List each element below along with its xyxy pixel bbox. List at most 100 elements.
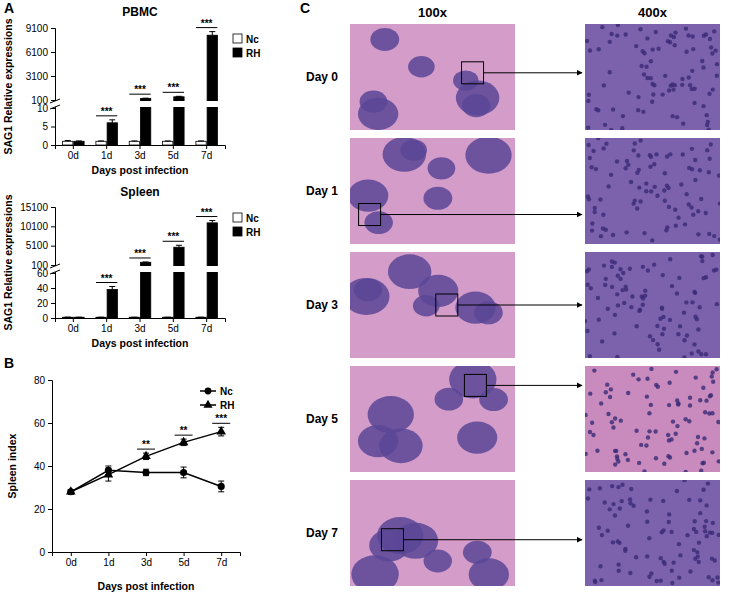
cell-nucleus [682, 355, 686, 358]
cell-nucleus [709, 142, 713, 146]
cell-nucleus [587, 197, 591, 201]
tick-mark [51, 145, 55, 146]
cell-nucleus [692, 101, 696, 105]
cell-nucleus [717, 459, 720, 463]
tick-mark [73, 145, 74, 149]
x-tick: 0d [68, 145, 79, 161]
cell-nucleus [699, 254, 703, 258]
cell-nucleus [606, 307, 610, 311]
cell-nucleus [696, 435, 700, 439]
cell-nucleus [616, 485, 620, 489]
figure: ABC05101003100610091000d1d3d5d7d********… [0, 0, 739, 602]
tissue-follicle [383, 138, 426, 172]
cell-nucleus [639, 64, 643, 68]
cell-nucleus [667, 88, 671, 92]
cell-nucleus [647, 411, 651, 415]
tick-mark [51, 207, 55, 208]
cell-nucleus [687, 166, 691, 170]
annotation: *** [134, 84, 146, 95]
legend-swatch [233, 48, 242, 57]
cell-nucleus [716, 580, 720, 584]
cell-nucleus [710, 578, 714, 582]
marker [142, 469, 149, 476]
cell-nucleus [693, 158, 697, 162]
cell-nucleus [704, 211, 708, 215]
cell-nucleus [646, 435, 650, 439]
cell-nucleus [626, 391, 630, 395]
tick-label: 10100 [20, 221, 48, 232]
error-bar [109, 287, 115, 290]
cell-nucleus [652, 185, 656, 189]
cell-nucleus [666, 39, 670, 43]
cell-nucleus [588, 354, 592, 358]
cell-nucleus [629, 180, 633, 184]
cell-nucleus [707, 92, 711, 96]
error-bar [98, 317, 104, 318]
cell-nucleus [688, 83, 692, 87]
cell-nucleus [662, 562, 666, 566]
legend-entry: RH [233, 227, 260, 238]
cell-nucleus [675, 115, 679, 119]
y-tick: 40 [34, 461, 52, 472]
cell-nucleus [600, 339, 604, 343]
cell-nucleus [684, 26, 688, 30]
histology-image [585, 138, 720, 244]
axis-break [52, 101, 225, 107]
cell-nucleus [678, 324, 682, 328]
tick-mark [51, 28, 55, 29]
tick-label: 3100 [26, 71, 49, 82]
cell-nucleus [627, 90, 631, 94]
cell-nucleus [704, 519, 708, 523]
cell-nucleus [607, 507, 611, 511]
cell-nucleus [646, 268, 650, 272]
annotation: ** [180, 425, 188, 436]
cell-nucleus [623, 32, 627, 36]
cell-nucleus [673, 208, 677, 212]
cell-nucleus [615, 292, 619, 296]
cell-nucleus [615, 457, 619, 461]
cell-nucleus [652, 83, 656, 87]
tick-label: 3d [141, 557, 152, 568]
cell-nucleus [660, 92, 664, 96]
cell-nucleus [642, 51, 646, 55]
cell-nucleus [641, 110, 645, 114]
cell-nucleus [700, 259, 704, 263]
cell-nucleus [708, 37, 712, 41]
axis-break-mark [50, 99, 60, 109]
cell-nucleus [712, 29, 716, 33]
image-background [585, 480, 720, 586]
cell-nucleus [639, 443, 643, 447]
cell-nucleus [661, 499, 665, 503]
legend-marker [203, 400, 212, 408]
histology-image [585, 480, 720, 586]
cell-nucleus [633, 198, 637, 202]
cell-nucleus [606, 412, 610, 416]
cell-nucleus [644, 64, 648, 68]
cell-nucleus [587, 487, 591, 491]
cell-nucleus [608, 40, 612, 44]
cell-nucleus [694, 530, 698, 534]
cell-nucleus [670, 568, 674, 572]
cell-nucleus [717, 173, 720, 177]
cell-nucleus [670, 82, 674, 86]
cell-nucleus [609, 128, 613, 130]
tick-label: 15100 [20, 202, 48, 213]
cell-nucleus [699, 197, 703, 201]
cell-nucleus [683, 222, 687, 226]
cell-nucleus [628, 497, 632, 501]
tick-label: 6100 [26, 47, 49, 58]
bar [107, 123, 117, 145]
x-axis: 0d1d3d5d7d [53, 552, 241, 568]
cell-nucleus [603, 500, 607, 504]
error-bar [181, 467, 187, 478]
cell-nucleus [643, 289, 647, 293]
cell-nucleus [671, 114, 675, 118]
cell-nucleus [634, 429, 638, 433]
cell-nucleus [692, 449, 696, 453]
cell-nucleus [715, 575, 719, 579]
cell-nucleus [600, 533, 604, 537]
image-background [585, 366, 720, 472]
column-header: 100x [418, 5, 448, 20]
cell-nucleus [707, 575, 711, 579]
annotation: *** [101, 106, 113, 117]
